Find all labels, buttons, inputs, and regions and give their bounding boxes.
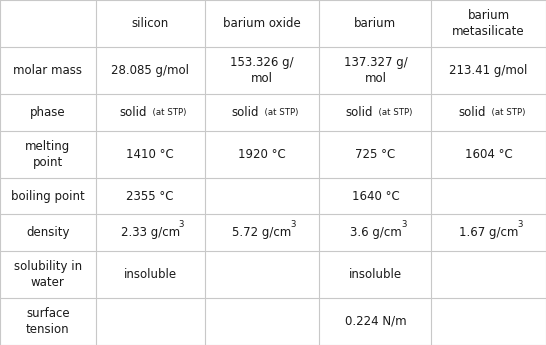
Text: insoluble: insoluble (349, 268, 402, 281)
Text: (at STP): (at STP) (147, 108, 187, 117)
Text: (at STP): (at STP) (372, 108, 412, 117)
Text: barium oxide: barium oxide (223, 17, 301, 30)
Text: 1920 °C: 1920 °C (238, 148, 286, 161)
Text: 213.41 g/mol: 213.41 g/mol (449, 64, 528, 77)
Text: boiling point: boiling point (11, 190, 85, 203)
Text: barium
metasilicate: barium metasilicate (452, 9, 525, 38)
Text: solid: solid (232, 106, 259, 119)
Text: 137.327 g/
mol: 137.327 g/ mol (343, 56, 407, 85)
Text: (at STP): (at STP) (259, 108, 299, 117)
Text: surface
tension: surface tension (26, 307, 69, 336)
Text: barium: barium (354, 17, 396, 30)
Text: solubility in
water: solubility in water (14, 260, 82, 289)
Text: silicon: silicon (132, 17, 169, 30)
Text: 2.33 g/cm: 2.33 g/cm (121, 226, 180, 239)
Text: 3.6 g/cm: 3.6 g/cm (349, 226, 401, 239)
Text: 5.72 g/cm: 5.72 g/cm (233, 226, 292, 239)
Text: solid: solid (459, 106, 486, 119)
Text: melting
point: melting point (25, 140, 70, 169)
Text: phase: phase (30, 106, 66, 119)
Text: solid: solid (345, 106, 372, 119)
Text: 3: 3 (290, 220, 296, 229)
Text: 1410 °C: 1410 °C (126, 148, 174, 161)
Text: insoluble: insoluble (123, 268, 177, 281)
Text: 3: 3 (517, 220, 523, 229)
Text: (at STP): (at STP) (486, 108, 525, 117)
Text: 3: 3 (179, 220, 185, 229)
Text: 1.67 g/cm: 1.67 g/cm (459, 226, 518, 239)
Text: 3: 3 (401, 220, 406, 229)
Text: 725 °C: 725 °C (355, 148, 395, 161)
Text: 153.326 g/
mol: 153.326 g/ mol (230, 56, 294, 85)
Text: 1604 °C: 1604 °C (465, 148, 513, 161)
Text: 2355 °C: 2355 °C (127, 190, 174, 203)
Text: 0.224 N/m: 0.224 N/m (345, 315, 406, 328)
Text: solid: solid (120, 106, 147, 119)
Text: 1640 °C: 1640 °C (352, 190, 399, 203)
Text: 28.085 g/mol: 28.085 g/mol (111, 64, 189, 77)
Text: density: density (26, 226, 69, 239)
Text: molar mass: molar mass (13, 64, 82, 77)
